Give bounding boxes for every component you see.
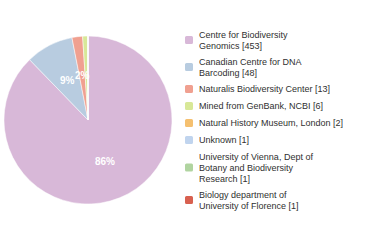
svg-text:Barcoding [48]: Barcoding [48] — [199, 68, 257, 78]
svg-text:Research [1]: Research [1] — [199, 174, 250, 184]
svg-text:Mined from GenBank, NCBI [6]: Mined from GenBank, NCBI [6] — [199, 101, 323, 111]
svg-text:Naturalis Biodiversity Center: Naturalis Biodiversity Center [13] — [199, 84, 330, 94]
svg-text:Natural History Museum, London: Natural History Museum, London [2] — [199, 118, 343, 128]
svg-text:9%: 9% — [60, 75, 75, 86]
svg-text:Botany and Biodiversity: Botany and Biodiversity — [199, 163, 294, 173]
svg-text:Canadian Centre for DNA: Canadian Centre for DNA — [199, 57, 302, 67]
svg-text:Biology department of: Biology department of — [199, 190, 287, 200]
svg-text:2%: 2% — [75, 70, 90, 81]
svg-text:Centre for Biodiversity: Centre for Biodiversity — [199, 30, 288, 40]
svg-text:University of Vienna, Dept of: University of Vienna, Dept of — [199, 152, 313, 162]
svg-text:Unknown [1]: Unknown [1] — [199, 135, 249, 145]
svg-text:Genomics [453]: Genomics [453] — [199, 41, 262, 51]
svg-text:University of Florence [1]: University of Florence [1] — [199, 201, 299, 211]
svg-text:86%: 86% — [95, 156, 115, 167]
